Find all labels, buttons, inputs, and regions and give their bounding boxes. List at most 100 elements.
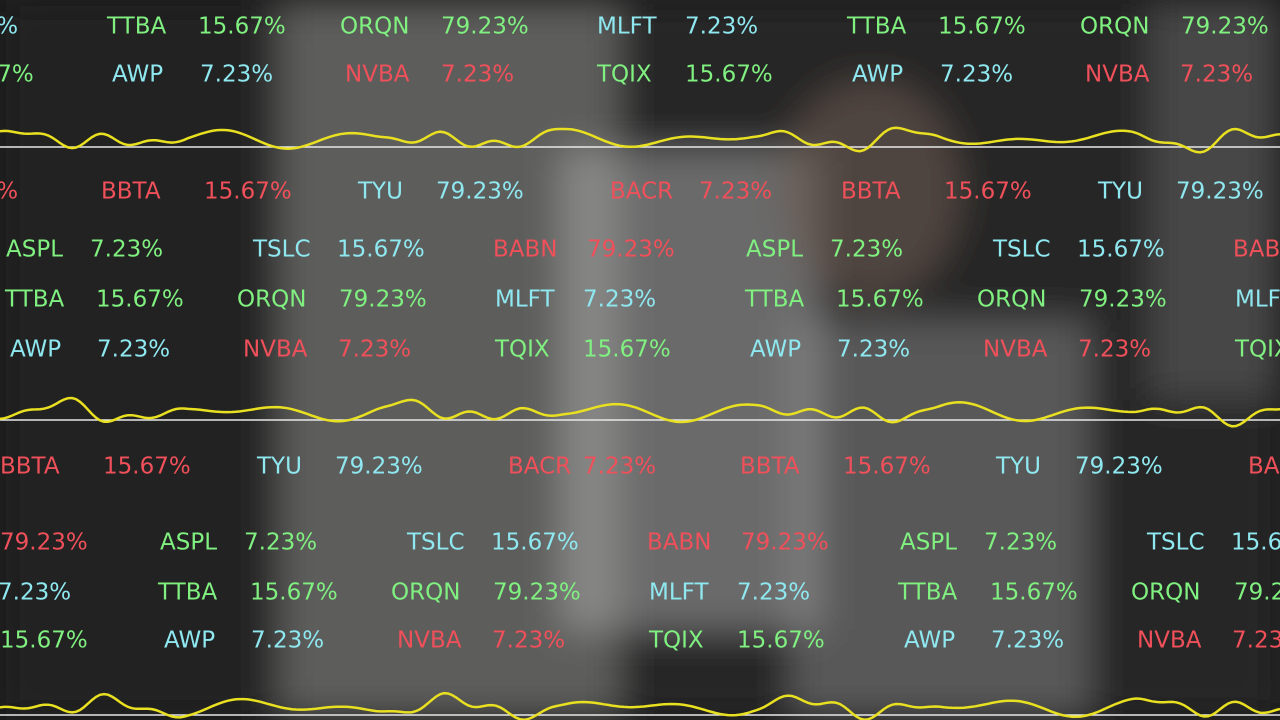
ticker-symbol: ORQN [237, 287, 306, 313]
ticker-value: 7.23% [737, 580, 810, 606]
ticker-symbol: ORQN [391, 580, 460, 606]
ticker-symbol: TSLC [1146, 530, 1205, 556]
ticker-value: 7.23% [830, 237, 903, 263]
ticker-symbol: TSLC [252, 237, 311, 263]
ticker-value: 15.67% [198, 14, 286, 40]
ticker-symbol: ORQN [1080, 14, 1149, 40]
ticker-symbol: TTBA [157, 580, 217, 606]
ticker-symbol: TYU [357, 179, 403, 205]
ticker-value: 79.23% [741, 530, 829, 556]
ticker-symbol: NVBA [345, 62, 410, 88]
ticker-value: 15.67% [337, 237, 425, 263]
ticker-symbol: TSLC [406, 530, 465, 556]
ticker-value: 15.67% [0, 628, 88, 654]
ticker-row: 15.67% AWP 7.23% NVBA 7.23% TQIX 15.67% AWP 7.23… [0, 62, 1253, 88]
ticker-value: 79.23% [335, 454, 423, 480]
ticker-value: 79.23% [587, 237, 675, 263]
ticker-symbol: TQIX [648, 628, 704, 654]
ticker-symbol: BBTA [101, 179, 161, 205]
ticker-value: 15.67% [0, 62, 34, 88]
ticker-symbol: BABN [647, 530, 712, 556]
ticker-value: 7.23% [0, 14, 18, 40]
ticker-symbol: AWP [10, 337, 61, 363]
waves [0, 126, 1280, 720]
ticker-symbol: TTBA [106, 14, 166, 40]
ticker-symbol: BABN [493, 237, 558, 263]
ticker-value: 79.23% [0, 530, 88, 556]
ticker-row: BBTA 15.67% TYU 79.23% BACR 7.23% BBTA 15.67% TY… [0, 454, 1280, 480]
ticker-symbol: BBTA [0, 454, 60, 480]
ticker-value: 15.67% [250, 580, 338, 606]
ticker-symbol: MLFT [649, 580, 709, 606]
ticker-symbol: TQIX [1234, 337, 1280, 363]
ticker-symbol: TYU [995, 454, 1041, 480]
ticker-value: 7.23% [97, 337, 170, 363]
ticker-value: 7.23% [1078, 337, 1151, 363]
ticker-symbol: ASPL [160, 530, 217, 556]
ticker-symbol: NVBA [1137, 628, 1202, 654]
ticker-value: 7.23% [441, 62, 514, 88]
ticker-value: 7.23% [837, 337, 910, 363]
ticker-value: 15.67% [491, 530, 579, 556]
ticker-value: 15.67% [103, 454, 191, 480]
ticker-symbol: BBTA [841, 179, 901, 205]
ticker-value: 7.23% [940, 62, 1013, 88]
ticker-value: 15.67% [938, 14, 1026, 40]
ticker-rows: 7.23% TTBA 15.67% ORQN 79.23% MLFT 7.23% TTBA 15… [0, 14, 1280, 654]
ticker-symbol: TTBA [4, 287, 64, 313]
ticker-value: 15.67% [990, 580, 1078, 606]
ticker-value: 7.23% [685, 14, 758, 40]
ticker-value: 15.67% [96, 287, 184, 313]
ticker-value: 79.23% [493, 580, 581, 606]
ticker-symbol: TQIX [596, 62, 652, 88]
ticker-value: 7.23% [583, 454, 656, 480]
ticker-value: 79.23% [436, 179, 524, 205]
ticker-symbol: AWP [112, 62, 163, 88]
ticker-value: 7.23% [1232, 628, 1280, 654]
ticker-symbol: NVBA [1085, 62, 1150, 88]
ticker-row: 7.23% TTBA 15.67% ORQN 79.23% MLFT 7.23% TTBA 15… [0, 14, 1269, 40]
ticker-row: 7.23% BBTA 15.67% TYU 79.23% BACR 7.23% BBTA 15.… [0, 179, 1264, 205]
ticker-symbol: TTBA [897, 580, 957, 606]
ticker-symbol: TTBA [744, 287, 804, 313]
ticker-value: 7.23% [991, 628, 1064, 654]
ticker-value: 7.23% [338, 337, 411, 363]
wave-line [0, 396, 1280, 428]
ticker-value: 79.23% [1181, 14, 1269, 40]
ticker-value: 7.23% [1180, 62, 1253, 88]
ticker-symbol: BABN [1233, 237, 1280, 263]
ticker-value: 79.23% [1079, 287, 1167, 313]
ticker-value: 7.23% [699, 179, 772, 205]
ticker-value: 15.67% [944, 179, 1032, 205]
ticker-symbol: TSLC [992, 237, 1051, 263]
ticker-row: TTBA 15.67% ORQN 79.23% MLFT 7.23% TTBA 15.67% O… [4, 287, 1280, 313]
ticker-value: 7.23% [984, 530, 1057, 556]
ticker-symbol: AWP [904, 628, 955, 654]
ticker-symbol: MLFT [1235, 287, 1280, 313]
ticker-symbol: ASPL [6, 237, 63, 263]
ticker-symbol: NVBA [243, 337, 308, 363]
ticker-value: 7.23% [0, 179, 18, 205]
ticker-value: 7.23% [583, 287, 656, 313]
ticker-value: 7.23% [244, 530, 317, 556]
ticker-symbol: BACR [610, 179, 673, 205]
ticker-value: 79.23% [441, 14, 529, 40]
ticker-value: 15.67% [583, 337, 671, 363]
ticker-row: 79.23% ASPL 7.23% TSLC 15.67% BABN 79.23% ASPL 7… [0, 530, 1280, 556]
ticker-value: 15.67% [1077, 237, 1165, 263]
ticker-symbol: ASPL [746, 237, 803, 263]
ticker-value: 79.23% [1176, 179, 1264, 205]
ticker-row: 7.23% TTBA 15.67% ORQN 79.23% MLFT 7.23% TTBA 15… [0, 580, 1280, 606]
ticker-row: AWP 7.23% NVBA 7.23% TQIX 15.67% AWP 7.23% NVBA 7… [10, 337, 1280, 363]
ticker-value: 15.67% [685, 62, 773, 88]
wave-line [0, 691, 1280, 720]
ticker-row: 15.67% AWP 7.23% NVBA 7.23% TQIX 15.67% AWP 7.23… [0, 628, 1280, 654]
ticker-value: 7.23% [200, 62, 273, 88]
ticker-symbol: AWP [750, 337, 801, 363]
ticker-symbol: BACR [508, 454, 571, 480]
ticker-symbol: TYU [1097, 179, 1143, 205]
ticker-value: 15.67% [1231, 530, 1280, 556]
ticker-symbol: ASPL [900, 530, 957, 556]
ticker-value: 15.67% [204, 179, 292, 205]
